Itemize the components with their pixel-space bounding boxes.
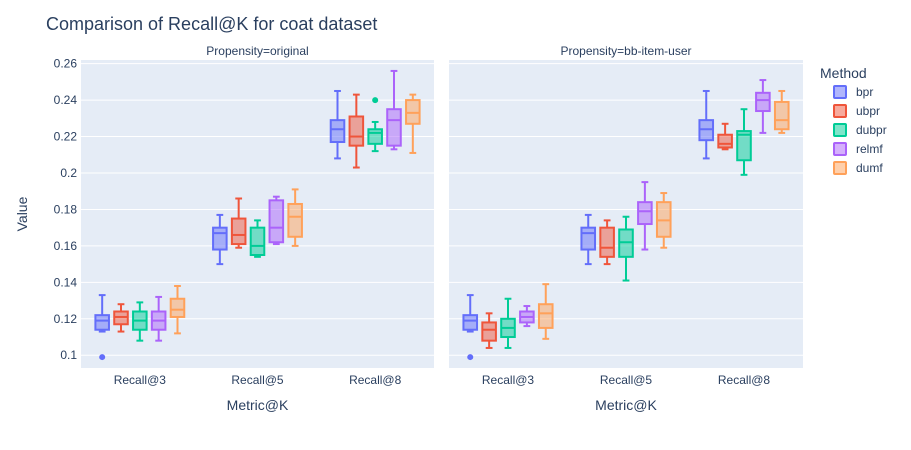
x-tick-label: Recall@3 [114,373,167,387]
box-dumf-0-0 [169,284,186,335]
y-tick-label: 0.14 [54,275,78,289]
box-dubpr-0-0 [132,301,148,342]
box-bpr-0-2 [329,89,346,160]
y-tick-labels: 0.1 0.12 0.14 0.16 0.18 0.2 0.22 0.24 0.26 [54,57,78,363]
legend-label: dumf [856,161,883,175]
y-tick-label: 0.12 [54,312,78,326]
box-bpr-1-1 [580,213,597,266]
box-body [580,226,597,251]
box-body [348,115,365,147]
box-body [386,108,402,147]
box-body [637,201,653,226]
box-bpr-0-0 [94,294,110,361]
y-tick-label: 0.22 [54,130,78,144]
box-ubpr-0-1 [230,197,247,249]
box-relmf-1-0 [519,305,535,328]
box-ubpr-0-0 [113,303,129,333]
panel-title-bb-item-user: Propensity=bb-item-user [560,44,691,58]
box-body [230,217,247,246]
legend-label: ubpr [856,104,880,118]
legend-item-dubpr[interactable]: dubpr [833,123,887,137]
x-tick-label: Recall@3 [482,373,535,387]
legend: Method bpr ubpr dubpr relmf dumf [820,65,887,175]
legend-item-dumf[interactable]: dumf [833,161,883,175]
legend-swatch [833,161,847,175]
box-body [169,297,186,318]
y-tick-label: 0.26 [54,57,78,71]
chart-title: Comparison of Recall@K for coat dataset [46,14,377,34]
box-body [537,303,554,329]
box-body [599,226,615,258]
box-marks [94,69,790,361]
x-tick-label: Recall@8 [718,373,771,387]
box-relmf-0-0 [150,295,167,342]
box-ubpr-1-2 [717,122,733,151]
box-dubpr-1-2 [736,108,752,176]
y-tick-label: 0.2 [60,166,77,180]
box-relmf-0-2 [386,69,402,151]
box-ubpr-1-1 [599,219,615,266]
legend-label: dubpr [856,123,887,137]
box-dumf-1-2 [773,89,790,134]
legend-label: bpr [856,85,873,99]
box-ubpr-0-2 [348,93,365,169]
outlier-point [99,354,106,361]
box-body [367,128,383,145]
box-dumf-1-0 [537,283,554,340]
box-body [717,133,733,149]
box-body [481,321,497,342]
box-body [736,130,752,162]
box-relmf-0-1 [268,195,285,246]
legend-title: Method [820,65,867,81]
box-body [287,202,303,238]
box-body [212,226,228,251]
box-dumf-1-1 [655,192,672,249]
box-bpr-1-0 [462,294,479,361]
box-body [755,91,771,113]
box-bpr-1-2 [698,89,715,160]
legend-label: relmf [856,142,883,156]
outlier-point [467,354,474,361]
legend-swatch [833,85,847,99]
legend-swatch [833,104,847,118]
box-body [94,314,110,331]
legend-item-bpr[interactable]: bpr [833,85,873,99]
box-dubpr-0-1 [249,219,266,258]
y-tick-label: 0.16 [54,239,78,253]
x-tick-label: Recall@5 [600,373,653,387]
box-dumf-0-2 [405,93,421,154]
legend-item-ubpr[interactable]: ubpr [833,104,880,118]
legend-swatch [833,123,847,137]
y-tick-label: 0.18 [54,202,78,216]
box-body [249,226,266,257]
legend-item-relmf[interactable]: relmf [833,142,883,156]
x-tick-label: Recall@8 [349,373,402,387]
box-dubpr-1-1 [618,215,634,282]
y-axis-label: Value [14,196,30,231]
y-tick-label: 0.24 [54,93,78,107]
x-axis-label-bb-item-user: Metric@K [595,397,657,413]
box-dumf-0-1 [287,188,303,247]
box-relmf-1-1 [637,181,653,251]
box-bpr-0-1 [212,213,228,266]
legend-items: bpr ubpr dubpr relmf dumf [833,85,887,175]
x-tick-label: Recall@5 [231,373,284,387]
legend-swatch [833,142,847,156]
box-ubpr-1-0 [481,312,497,349]
x-tick-labels: Recall@3 Recall@5 Recall@8 Recall@3 Recall@5… [114,373,771,387]
panel-title-original: Propensity=original [206,44,308,58]
outlier-point [372,97,379,104]
y-tick-label: 0.1 [60,348,77,362]
box-dubpr-1-0 [500,297,516,349]
box-dubpr-0-2 [367,97,383,153]
box-body [268,199,285,244]
box-body [773,100,790,131]
x-axis-label-original: Metric@K [227,397,289,413]
box-body [462,314,479,331]
box-body [329,119,346,144]
box-relmf-1-2 [755,79,771,134]
